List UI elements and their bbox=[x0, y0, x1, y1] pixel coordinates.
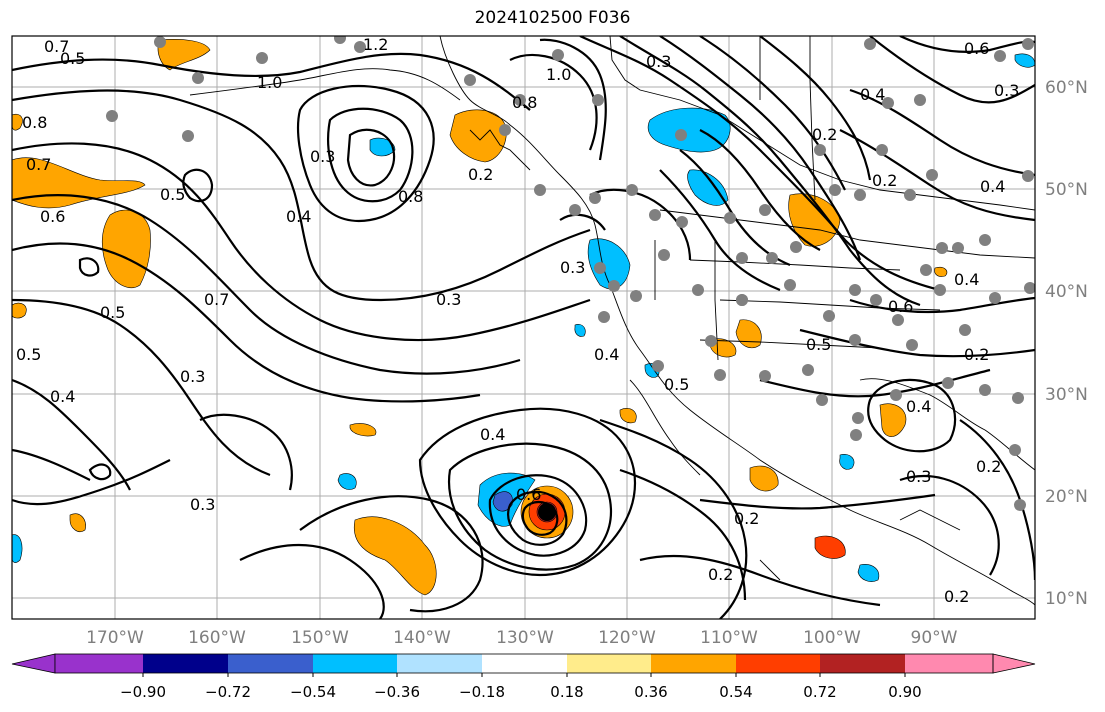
contour-label: 0.3 bbox=[180, 367, 205, 386]
colorbar-bin bbox=[651, 654, 736, 673]
lon-label: 110°W bbox=[700, 628, 758, 648]
colorbar-tick-label: −0.36 bbox=[374, 683, 420, 701]
colorbar-bin bbox=[55, 654, 143, 673]
contour-label: 0.3 bbox=[560, 258, 585, 277]
colorbar-frame bbox=[54, 653, 994, 674]
contour-label: 0.7 bbox=[44, 37, 69, 56]
contour-label: 0.2 bbox=[468, 165, 493, 184]
map-frame bbox=[11, 35, 1036, 620]
contour-label: 0.4 bbox=[594, 345, 619, 364]
contour-label: 0.2 bbox=[944, 587, 969, 606]
contour-lines bbox=[12, 36, 1035, 619]
contour-label: 0.4 bbox=[954, 270, 979, 289]
contour-label: 0.4 bbox=[286, 207, 311, 226]
lat-label: 60°N bbox=[1045, 78, 1088, 98]
colorbar-bin bbox=[567, 654, 651, 673]
lat-label: 10°N bbox=[1045, 589, 1088, 609]
colorbar-bin bbox=[228, 654, 313, 673]
contour-label: 1.0 bbox=[546, 65, 571, 84]
contour-label: 0.4 bbox=[906, 397, 931, 416]
contour-label: 0.4 bbox=[860, 85, 885, 104]
contour-label: 0.7 bbox=[204, 290, 229, 309]
lon-label: 170°W bbox=[86, 628, 144, 648]
contour-label: 0.6 bbox=[516, 485, 541, 504]
colorbar-bin bbox=[397, 654, 482, 673]
longitude-labels: 170°W 160°W 150°W 140°W 130°W 120°W 110°… bbox=[86, 628, 958, 648]
contour-label: 0.5 bbox=[60, 49, 85, 68]
lon-label: 100°W bbox=[803, 628, 861, 648]
contour-label: 0.5 bbox=[16, 345, 41, 364]
contour-label: 0.2 bbox=[734, 509, 759, 528]
storm-center-marker bbox=[538, 503, 556, 521]
contour-label: 0.8 bbox=[22, 113, 47, 132]
colorbar-tick-label: 0.54 bbox=[719, 683, 752, 701]
colorbar-bin bbox=[905, 654, 993, 673]
colorbar-tick-label: 0.18 bbox=[550, 683, 583, 701]
colorbar-tick-label: 0.72 bbox=[803, 683, 836, 701]
colorbar-tick-label: −0.18 bbox=[459, 683, 505, 701]
colorbar-tick-marks bbox=[142, 673, 906, 677]
contour-label: 0.4 bbox=[50, 387, 75, 406]
map-title: 2024102500 F036 bbox=[474, 8, 631, 28]
lat-label: 50°N bbox=[1045, 180, 1088, 200]
contour-label: 0.8 bbox=[398, 187, 423, 206]
lon-label: 90°W bbox=[911, 628, 958, 648]
contour-label: 0.3 bbox=[646, 52, 671, 71]
colorbar-tick-label: −0.54 bbox=[290, 683, 336, 701]
contour-label: 0.5 bbox=[160, 185, 185, 204]
lon-label: 150°W bbox=[291, 628, 349, 648]
contour-label: 0.2 bbox=[708, 565, 733, 584]
colorbar-bin bbox=[820, 654, 905, 673]
lon-label: 120°W bbox=[598, 628, 656, 648]
lon-label: 140°W bbox=[393, 628, 451, 648]
contour-label: 1.0 bbox=[257, 73, 282, 92]
colorbar: −0.90 −0.72 −0.54 −0.36 −0.18 0.18 0.36 … bbox=[11, 653, 1036, 701]
contour-label: 0.5 bbox=[100, 303, 125, 322]
colorbar-tick-label: −0.90 bbox=[120, 683, 166, 701]
contour-label: 0.4 bbox=[980, 177, 1005, 196]
colorbar-extend-low bbox=[11, 653, 56, 674]
colorbar-bin bbox=[143, 654, 228, 673]
colorbar-tick-label: 0.36 bbox=[634, 683, 667, 701]
contour-label: 0.8 bbox=[512, 93, 537, 112]
contour-label: 0.7 bbox=[26, 155, 51, 174]
lon-label: 130°W bbox=[496, 628, 554, 648]
colorbar-bin bbox=[736, 654, 820, 673]
colorbar-bin bbox=[482, 654, 567, 673]
contour-label: 0.3 bbox=[906, 467, 931, 486]
contour-label-layer: 0.7 0.5 0.8 0.7 0.6 0.5 0.4 0.3 0.5 0.4 … bbox=[16, 35, 1019, 606]
contour-label: 0.3 bbox=[436, 290, 461, 309]
lon-label: 160°W bbox=[188, 628, 246, 648]
contour-label: 1.2 bbox=[363, 35, 388, 54]
contour-label: 0.5 bbox=[806, 335, 831, 354]
contour-label: 0.3 bbox=[994, 81, 1019, 100]
lat-label: 30°N bbox=[1045, 385, 1088, 405]
lat-label: 40°N bbox=[1045, 282, 1088, 302]
colorbar-bin bbox=[313, 654, 397, 673]
contour-label: 0.4 bbox=[480, 425, 505, 444]
contour-label: 0.6 bbox=[888, 297, 913, 316]
contour-label: 0.6 bbox=[964, 39, 989, 58]
graticule bbox=[12, 36, 1035, 619]
contour-label: 0.6 bbox=[40, 207, 65, 226]
lat-label: 20°N bbox=[1045, 487, 1088, 507]
colorbar-tick-label: 0.90 bbox=[888, 683, 921, 701]
contour-label: 0.2 bbox=[872, 171, 897, 190]
contour-label: 0.3 bbox=[310, 147, 335, 166]
contour-label: 0.2 bbox=[976, 457, 1001, 476]
colorbar-tick-label: −0.72 bbox=[205, 683, 251, 701]
latitude-labels: 60°N 50°N 40°N 30°N 20°N 10°N bbox=[1045, 78, 1088, 609]
colorbar-extend-high bbox=[992, 653, 1036, 674]
contour-label: 0.3 bbox=[190, 495, 215, 514]
contour-label: 0.2 bbox=[812, 125, 837, 144]
contour-label: 0.2 bbox=[964, 345, 989, 364]
map-field: 0.7 0.5 0.8 0.7 0.6 0.5 0.4 0.3 0.5 0.4 … bbox=[12, 35, 1035, 619]
contour-label: 0.5 bbox=[664, 375, 689, 394]
station-markers bbox=[106, 36, 1035, 511]
